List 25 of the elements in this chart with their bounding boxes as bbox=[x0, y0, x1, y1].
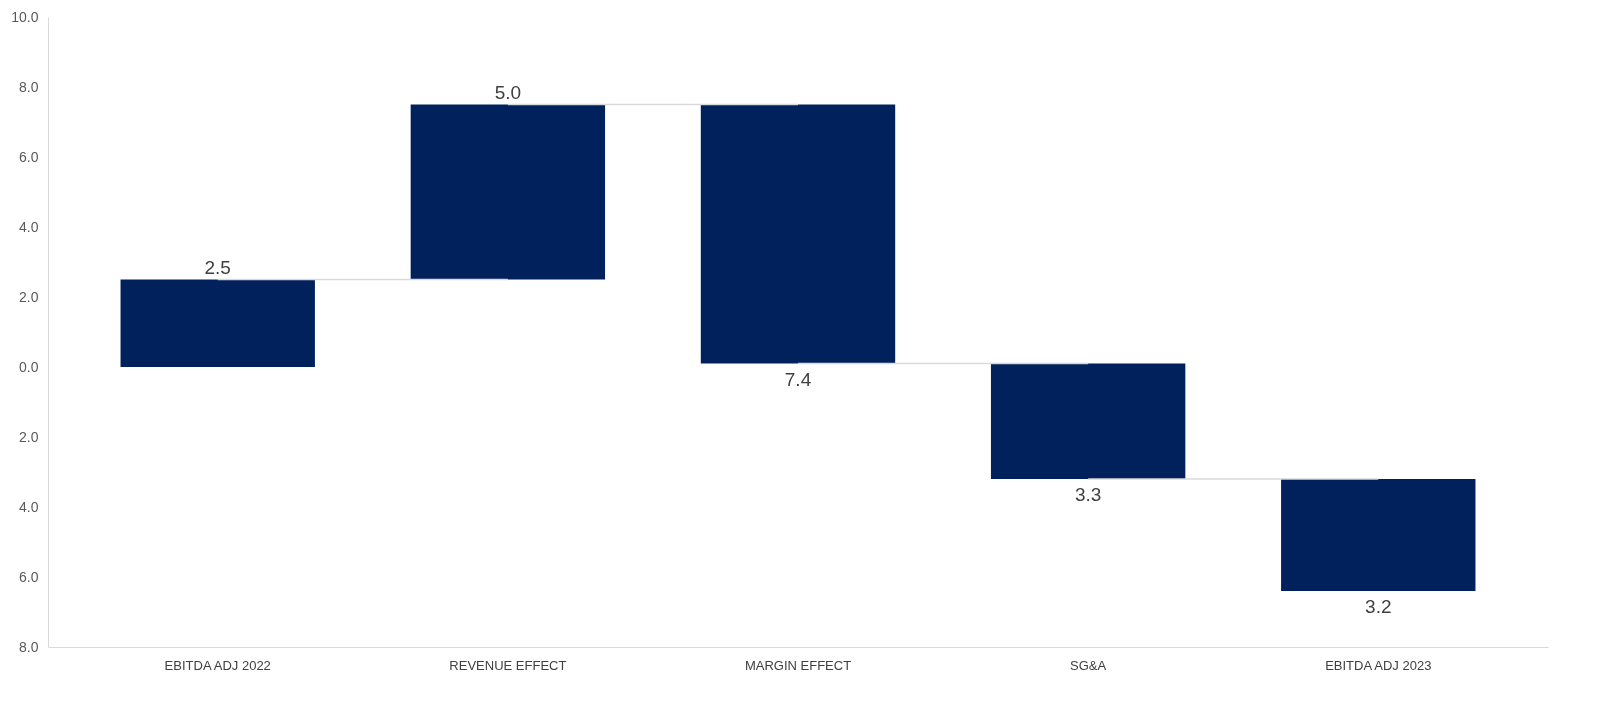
data-label: 3.2 bbox=[1365, 596, 1392, 617]
x-tick-label: REVENUE EFFECT bbox=[449, 657, 567, 673]
y-tick-label: 2.0 bbox=[19, 428, 39, 445]
bar bbox=[120, 279, 315, 367]
y-tick-label: 8.0 bbox=[19, 78, 39, 95]
y-tick-label: 0.0 bbox=[19, 358, 39, 375]
data-label: 3.3 bbox=[1074, 484, 1102, 505]
x-tick-label: MARGIN EFFECT bbox=[744, 657, 852, 673]
y-tick-label: 6.0 bbox=[19, 568, 39, 585]
x-tick-label: SG&A bbox=[1070, 657, 1107, 673]
y-tick-label: 4.0 bbox=[19, 498, 39, 515]
y-tick-label: 10.0 bbox=[11, 8, 39, 25]
bar bbox=[990, 363, 1186, 479]
x-tick-label: EBITDA ADJ 2022 bbox=[164, 657, 271, 673]
y-tick-label: 2.0 bbox=[19, 288, 39, 305]
y-tick-label: 8.0 bbox=[19, 638, 39, 655]
y-tick-label: 4.0 bbox=[19, 218, 39, 235]
data-label: 7.4 bbox=[784, 368, 812, 390]
bar bbox=[410, 104, 606, 280]
data-label: 5.0 bbox=[494, 81, 522, 103]
y-tick-label: 6.0 bbox=[19, 148, 39, 165]
x-tick-label: EBITDA ADJ 2023 bbox=[1325, 657, 1432, 673]
bar bbox=[1281, 479, 1476, 591]
data-label: 2.5 bbox=[204, 256, 231, 278]
bar bbox=[700, 104, 896, 364]
